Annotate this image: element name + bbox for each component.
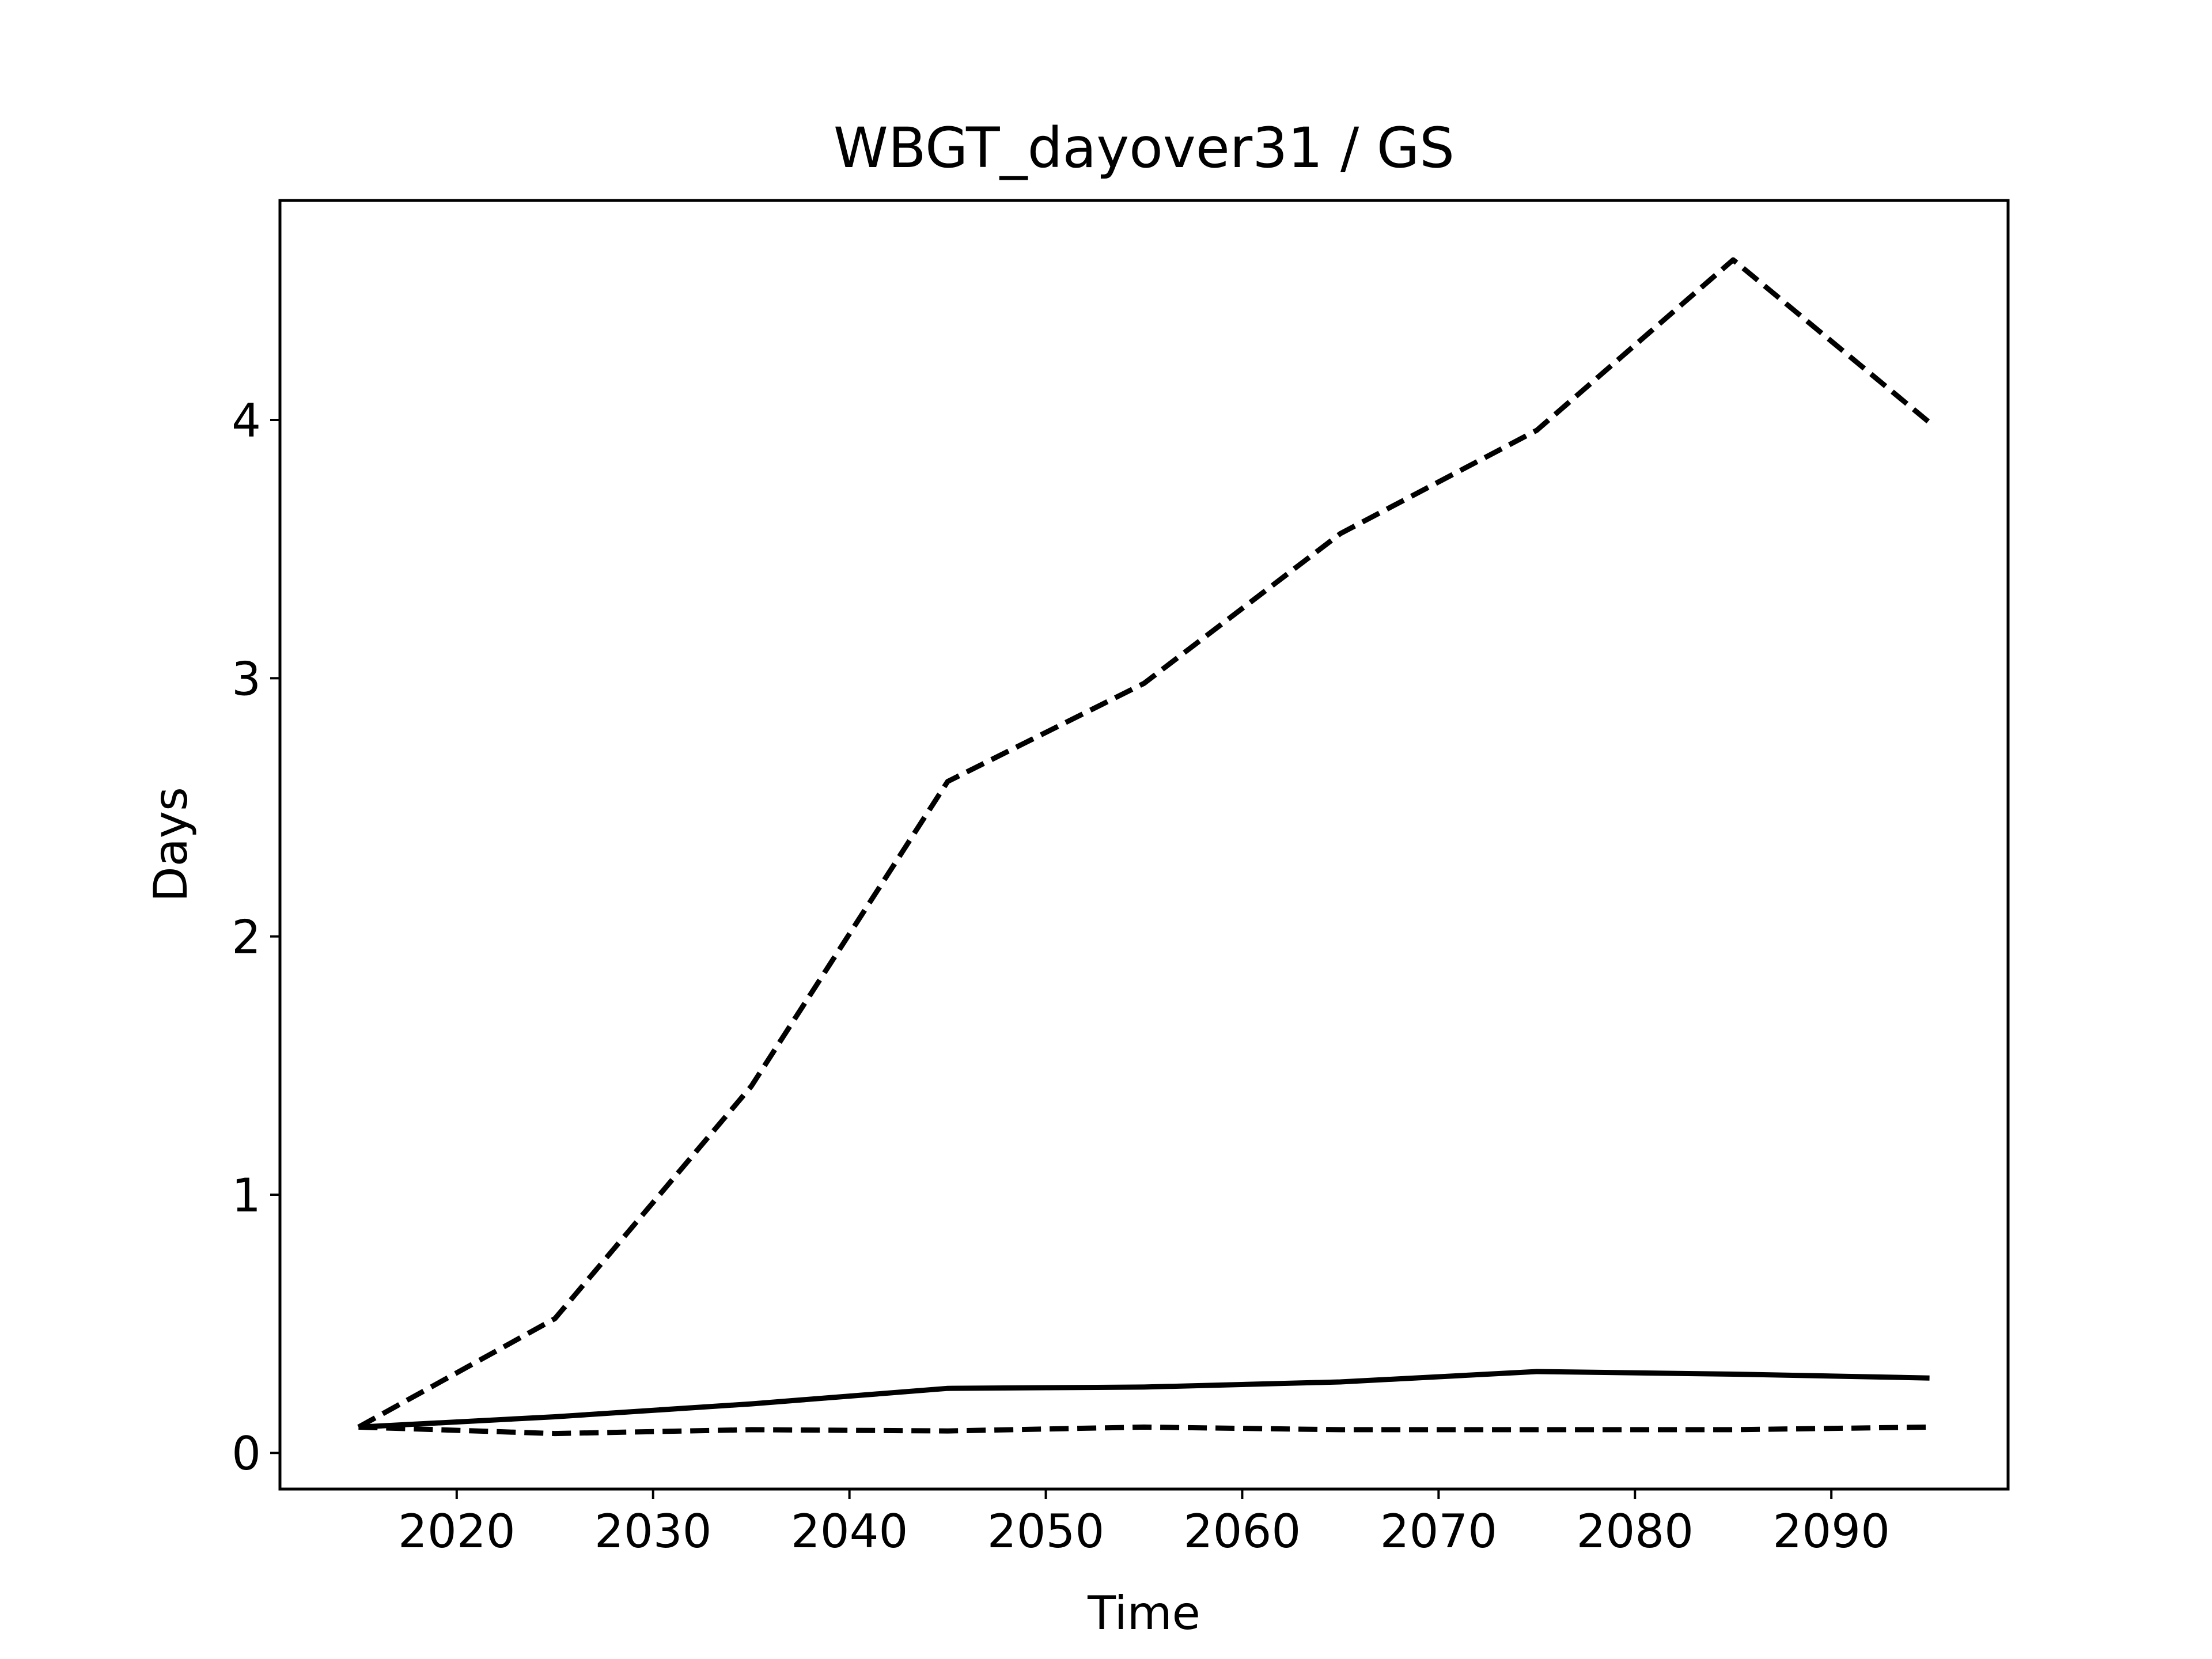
- y-tick-label: 4: [232, 394, 261, 448]
- x-axis-ticks: 2020 2030 2040 2050 2060 2070 2080 2090: [398, 1489, 1890, 1558]
- x-tick-label: 2080: [1576, 1505, 1694, 1558]
- x-tick-label: 2090: [1772, 1505, 1890, 1558]
- x-tick-label: 2070: [1380, 1505, 1498, 1558]
- series-line-1: [357, 257, 1931, 1430]
- x-tick-label: 2050: [987, 1505, 1105, 1558]
- y-tick-label: 2: [232, 911, 261, 964]
- chart-title: WBGT_dayover31 / GS: [834, 116, 1455, 180]
- series-line-2: [358, 1369, 1930, 1430]
- x-tick-label: 2040: [791, 1505, 908, 1558]
- x-tick-label: 2030: [594, 1505, 712, 1558]
- x-tick-label: 2020: [398, 1505, 516, 1558]
- series-layer: [357, 257, 1931, 1437]
- y-tick-label: 0: [232, 1427, 261, 1480]
- y-tick-label: 3: [232, 652, 261, 706]
- x-tick-label: 2060: [1184, 1505, 1301, 1558]
- y-axis-ticks: 0 1 2 3 4: [232, 394, 280, 1480]
- y-axis-label: Days: [144, 787, 198, 902]
- plot-frame: [278, 199, 2010, 1491]
- y-tick-label: 1: [232, 1169, 261, 1222]
- x-axis-label: Time: [1087, 1586, 1200, 1640]
- series-line-3: [358, 1424, 1930, 1437]
